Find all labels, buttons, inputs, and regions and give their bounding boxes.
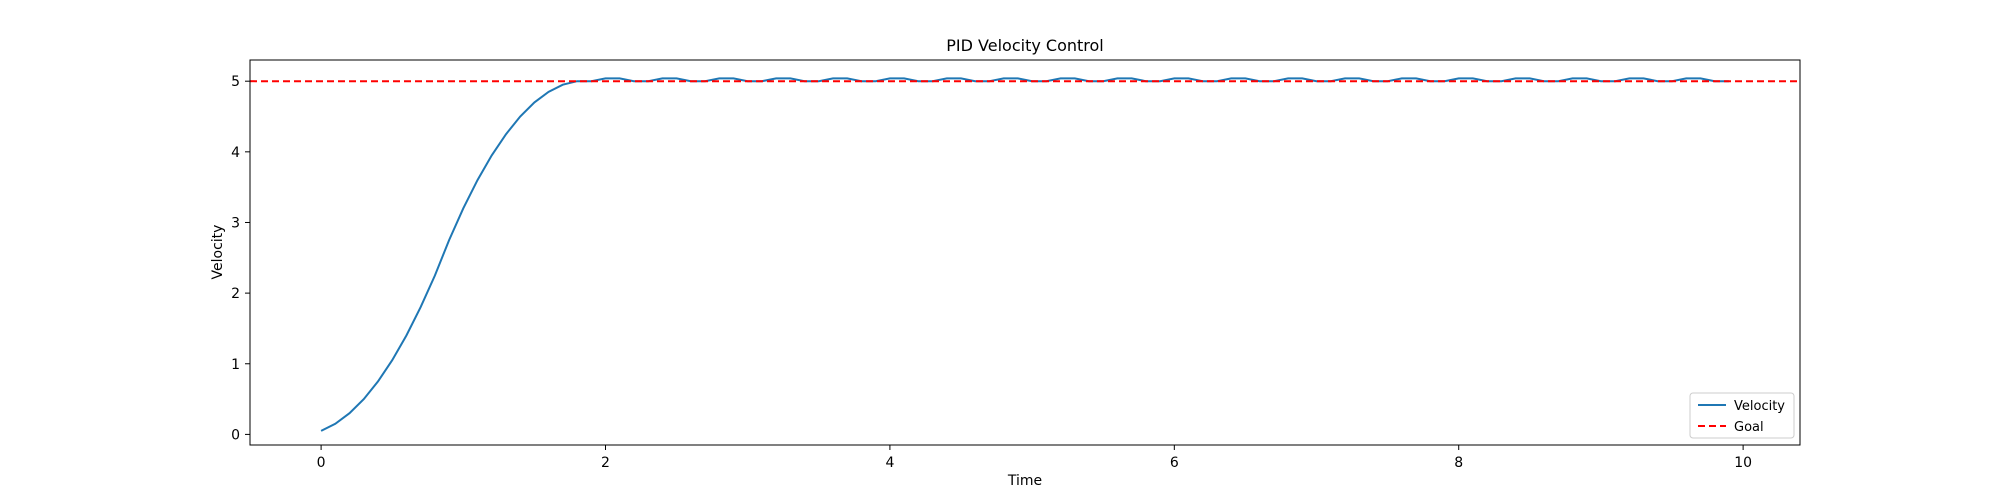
y-tick-label: 1 (231, 357, 240, 373)
x-tick-label: 2 (601, 455, 610, 471)
y-tick-label: 0 (231, 427, 240, 443)
y-axis-ticks: 0 1 2 3 4 5 (231, 74, 250, 443)
x-tick-label: 6 (1170, 455, 1179, 471)
x-axis-ticks: 0 2 4 6 8 10 (317, 445, 1752, 471)
legend: Velocity Goal (1689, 392, 1795, 439)
series-layer (250, 77, 1800, 432)
y-tick-label: 4 (231, 145, 240, 161)
x-tick-label: 10 (1734, 455, 1752, 471)
y-tick-label: 2 (231, 286, 240, 302)
legend-items: Velocity Goal (1698, 399, 1785, 435)
x-tick-label: 0 (317, 455, 326, 471)
legend-label-goal: Goal (1734, 420, 1764, 435)
y-axis-label: Velocity (210, 225, 226, 280)
x-axis-label: Time (1007, 473, 1042, 489)
plot-area: 0 2 4 6 8 10 0 1 2 3 4 5 (231, 59, 1801, 471)
x-tick-label: 8 (1454, 455, 1463, 471)
axes-frame (249, 59, 1801, 446)
y-tick-label: 5 (231, 74, 240, 90)
chart-title: PID Velocity Control (946, 36, 1103, 55)
x-tick-label: 4 (885, 455, 894, 471)
y-tick-label: 3 (231, 215, 240, 231)
legend-label-velocity: Velocity (1734, 399, 1785, 414)
